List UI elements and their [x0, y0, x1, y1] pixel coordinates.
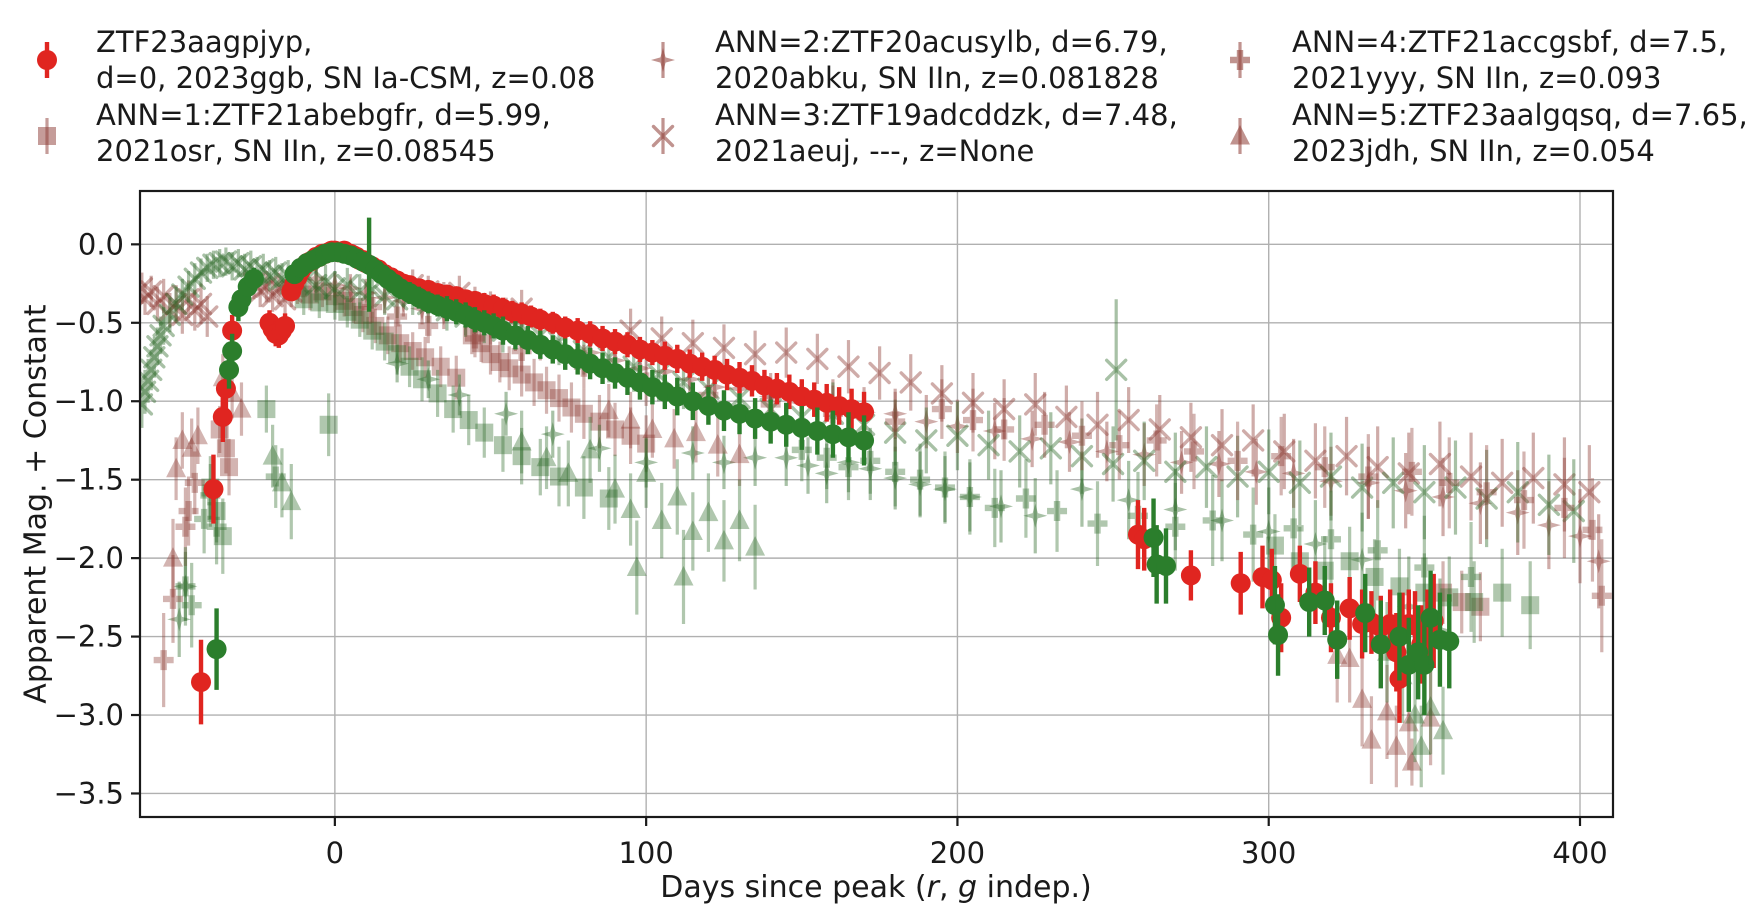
- y-tick-label: −3.5: [54, 776, 124, 810]
- legend: ZTF23aagpjyp, d=0, 2023ggb, SN Ia-CSM, z…: [0, 0, 1752, 180]
- legend-entry-target: ZTF23aagpjyp, d=0, 2023ggb, SN Ia-CSM, z…: [96, 24, 595, 96]
- legend-entry-line: 2021osr, SN IIn, z=0.08545: [96, 134, 496, 168]
- tick-marks: [131, 243, 1582, 826]
- ann4-plus-marker-icon: [1217, 30, 1263, 90]
- data-series: [140, 217, 1612, 788]
- x-axis-label: Days since peak (r, g indep.): [660, 870, 1092, 905]
- y-tick-label: −0.5: [54, 306, 124, 340]
- y-axis-label: Apparent Mag. + Constant: [18, 304, 54, 704]
- x-tick-label: 100: [618, 836, 673, 870]
- ann1-square-marker-icon: [24, 106, 70, 166]
- grid: [140, 191, 1613, 817]
- legend-entry-line: ANN=2:ZTF20acusylb, d=6.79,: [715, 25, 1168, 59]
- legend-entry-line: ANN=5:ZTF23aalgqsq, d=7.65,: [1292, 98, 1748, 132]
- series-ann5_g: [262, 410, 1454, 788]
- legend-entry-line: ANN=1:ZTF21abebgfr, d=5.99,: [96, 98, 551, 132]
- y-tick-label: −3.0: [54, 698, 124, 732]
- ann3-x-marker-icon: [640, 106, 686, 166]
- legend-entry-ann2: ANN=2:ZTF20acusylb, d=6.79, 2020abku, SN…: [715, 24, 1168, 96]
- legend-entry-line: ZTF23aagpjyp,: [96, 25, 313, 59]
- legend-entry-line: 2021yyy, SN IIn, z=0.093: [1292, 61, 1662, 95]
- x-tick-label: 300: [1241, 836, 1296, 870]
- legend-entry-line: d=0, 2023ggb, SN Ia-CSM, z=0.08: [96, 61, 596, 95]
- legend-entry-ann4: ANN=4:ZTF21accgsbf, d=7.5, 2021yyy, SN I…: [1292, 24, 1727, 96]
- legend-entry-line: 2023jdh, SN IIn, z=0.054: [1292, 134, 1655, 168]
- x-tick-label: 200: [930, 836, 985, 870]
- axes-spines: [138, 189, 1615, 819]
- x-tick-label: 400: [1552, 836, 1607, 870]
- legend-entry-ann5: ANN=5:ZTF23aalgqsq, d=7.65, 2023jdh, SN …: [1292, 97, 1748, 169]
- legend-entry-line: ANN=4:ZTF21accgsbf, d=7.5,: [1292, 25, 1728, 59]
- legend-entry-line: ANN=3:ZTF19adcddzk, d=7.48,: [715, 98, 1178, 132]
- series-target_g: [206, 217, 1460, 716]
- legend-entry-line: 2021aeuj, ---, z=None: [715, 134, 1035, 168]
- ann5-triangle-marker-icon: [1217, 106, 1263, 166]
- legend-entry-ann1: ANN=1:ZTF21abebgfr, d=5.99, 2021osr, SN …: [96, 97, 551, 169]
- x-tick-label: 0: [326, 836, 344, 870]
- legend-entry-line: 2020abku, SN IIn, z=0.081828: [715, 61, 1159, 95]
- ann2-star-marker-icon: [640, 30, 686, 90]
- y-tick-label: −2.5: [54, 620, 124, 654]
- y-tick-label: −1.0: [54, 384, 124, 418]
- y-tick-label: −1.5: [54, 463, 124, 497]
- series-ann4_r: [153, 291, 1612, 708]
- legend-entry-ann3: ANN=3:ZTF19adcddzk, d=7.48, 2021aeuj, --…: [715, 97, 1178, 169]
- tick-labels: 0 100 200 300 400 0.0 −0.5 −1.0 −1.5 −2.0 −2.5 −3.0…: [54, 227, 1608, 870]
- target-circle-marker-icon: [24, 30, 70, 90]
- y-tick-label: −2.0: [54, 541, 124, 575]
- series-ann3_r: [140, 267, 1601, 540]
- y-tick-label: 0.0: [78, 227, 124, 261]
